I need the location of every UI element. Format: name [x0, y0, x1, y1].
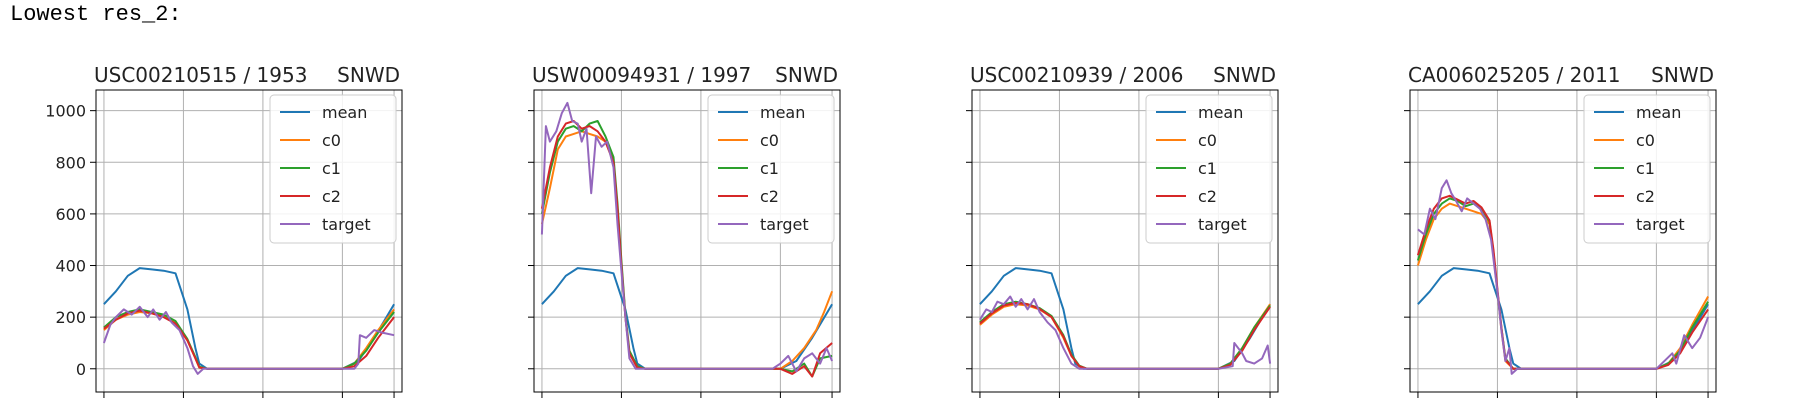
legend-label-target: target — [1636, 215, 1685, 234]
series-line-mean — [979, 267, 1271, 370]
series-line-c2 — [103, 309, 395, 370]
chart-right-title: SNWD — [775, 63, 838, 87]
legend: mean c0 c1 c2 target — [1145, 94, 1273, 244]
legend-label-c0: c0 — [760, 131, 779, 150]
legend-label-c1: c1 — [1636, 159, 1655, 178]
legend-label-target: target — [322, 215, 371, 234]
series-line-target — [979, 295, 1272, 370]
legend-label-c0: c0 — [1198, 131, 1217, 150]
legend-label-c1: c1 — [322, 159, 341, 178]
y-tick-label: 400 — [55, 257, 86, 276]
series-line-mean — [103, 267, 395, 370]
page-heading: Lowest res_2: — [10, 2, 182, 27]
chart-right-title: SNWD — [337, 63, 400, 87]
y-tick-label: 600 — [55, 205, 86, 224]
series-line-target — [1417, 179, 1710, 375]
chart-title: USW00094931 / 1997 — [532, 63, 751, 87]
y-tick-label: 0 — [76, 360, 86, 379]
chart-right-title: SNWD — [1213, 63, 1276, 87]
legend-label-mean: mean — [1198, 103, 1243, 122]
axes-frame — [533, 89, 841, 393]
legend: mean c0 c1 c2 target — [1583, 94, 1711, 244]
legend-label-c0: c0 — [322, 131, 341, 150]
series-line-c2 — [979, 301, 1271, 370]
chart-panel-4: CA006025205 / 2011 SNWD mean c0 c1 c2 target — [1404, 63, 1717, 398]
series-line-c1 — [103, 308, 395, 370]
axes-frame — [95, 89, 403, 393]
legend: mean c0 c1 c2 target — [269, 94, 397, 244]
chart-right-title: SNWD — [1651, 63, 1714, 87]
legend-label-c2: c2 — [1198, 187, 1217, 206]
y-tick-label: 200 — [55, 308, 86, 327]
series-line-c0 — [103, 308, 395, 370]
series-line-target — [102, 305, 395, 375]
legend-box — [269, 94, 397, 244]
legend-label-c2: c2 — [322, 187, 341, 206]
legend-label-mean: mean — [1636, 103, 1681, 122]
chart-panel-3: USC00210939 / 2006 SNWD mean c0 c1 c2 target — [966, 63, 1279, 398]
chart-panel-2: USW00094931 / 1997 SNWD mean c0 c1 c2 target — [528, 63, 841, 398]
legend-label-target: target — [1198, 215, 1247, 234]
legend-label-c1: c1 — [1198, 159, 1217, 178]
legend-label-mean: mean — [760, 103, 805, 122]
legend-label-mean: mean — [322, 103, 367, 122]
legend: mean c0 c1 c2 target — [707, 94, 835, 244]
legend-label-c1: c1 — [760, 159, 779, 178]
series-line-c1 — [979, 300, 1271, 370]
series-line-mean — [1417, 267, 1709, 370]
series-line-c0 — [979, 303, 1271, 370]
legend-box — [1145, 94, 1273, 244]
legend-label-target: target — [760, 215, 809, 234]
chart-title: USC00210515 / 1953 — [94, 63, 307, 87]
y-tick-label: 1000 — [45, 102, 86, 121]
series-line-target — [540, 101, 834, 373]
legend-label-c2: c2 — [1636, 187, 1655, 206]
chart-title: USC00210939 / 2006 — [970, 63, 1183, 87]
legend-label-c2: c2 — [760, 187, 779, 206]
y-tick-label: 800 — [55, 153, 86, 172]
legend-box — [707, 94, 835, 244]
axes-frame — [1409, 89, 1717, 393]
legend-box — [1583, 94, 1711, 244]
chart-title: CA006025205 / 2011 — [1408, 63, 1621, 87]
chart-panel-1: 0 200 400 600 800 1000 USC00210515 / 1953 SNWD m… — [45, 63, 403, 398]
legend-label-c0: c0 — [1636, 131, 1655, 150]
axes-frame — [971, 89, 1279, 393]
series-line-mean — [541, 267, 833, 370]
